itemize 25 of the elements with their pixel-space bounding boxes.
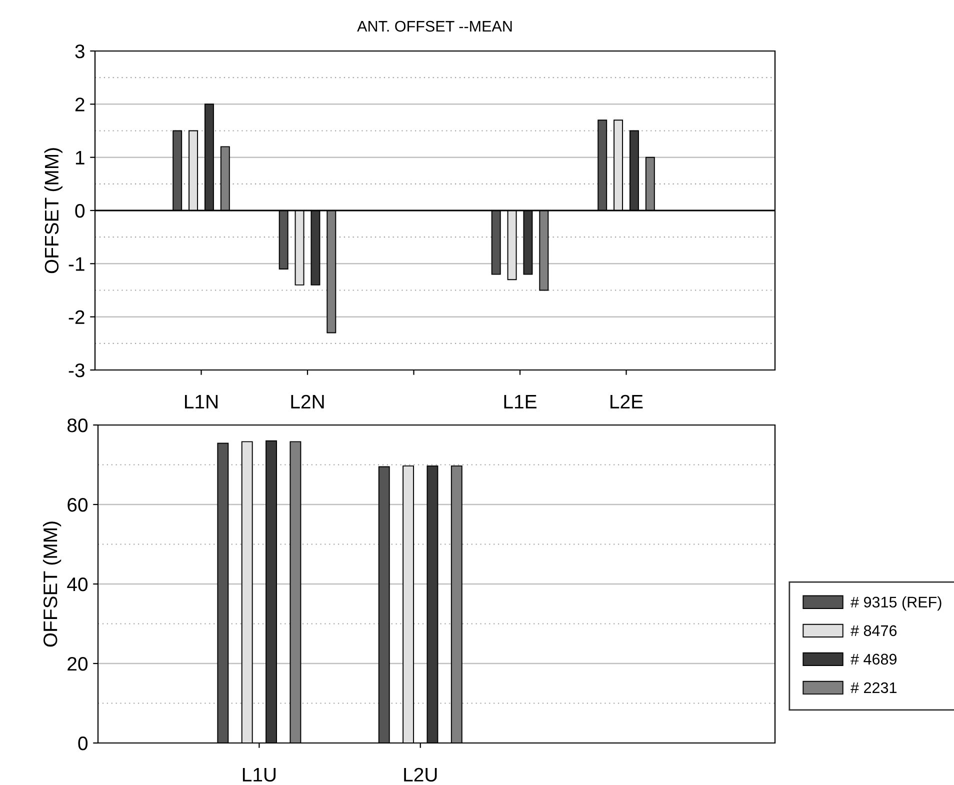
- y-tick-label: 2: [75, 98, 84, 112]
- x-tick-label: L2E: [610, 394, 643, 408]
- x-tick-label: L1U: [242, 768, 276, 782]
- legend-label: # 8476: [850, 625, 897, 636]
- x-tick-label: L1E: [504, 395, 536, 408]
- legend-label: # 2231: [850, 682, 897, 694]
- y-tick-label: 1: [76, 151, 84, 164]
- y-tick-label: 0: [78, 736, 88, 750]
- y-axis-title: OFFSET (MM): [44, 148, 62, 274]
- y-tick-label: 80: [67, 418, 88, 432]
- y-tick-label: 60: [68, 498, 88, 512]
- y-tick-label: -1: [68, 257, 84, 271]
- y-tick-label: 3: [75, 44, 84, 58]
- x-tick-label: L1N: [185, 395, 218, 408]
- y-tick-label: 20: [68, 656, 88, 671]
- y-tick-label: 0: [75, 204, 85, 218]
- x-tick-label: L2U: [404, 768, 437, 782]
- y-axis-title: OFFSET (MM): [42, 522, 62, 647]
- chart-title: ANT. OFFSET --MEAN: [357, 20, 512, 32]
- legend-label: # 9315 (REF): [850, 596, 942, 611]
- legend-label: # 4689: [850, 654, 897, 665]
- y-tick-label: 40: [67, 577, 88, 592]
- y-tick-label: -2: [68, 310, 84, 324]
- y-tick-label: -3: [68, 363, 84, 378]
- x-tick-label: L2N: [291, 394, 324, 408]
